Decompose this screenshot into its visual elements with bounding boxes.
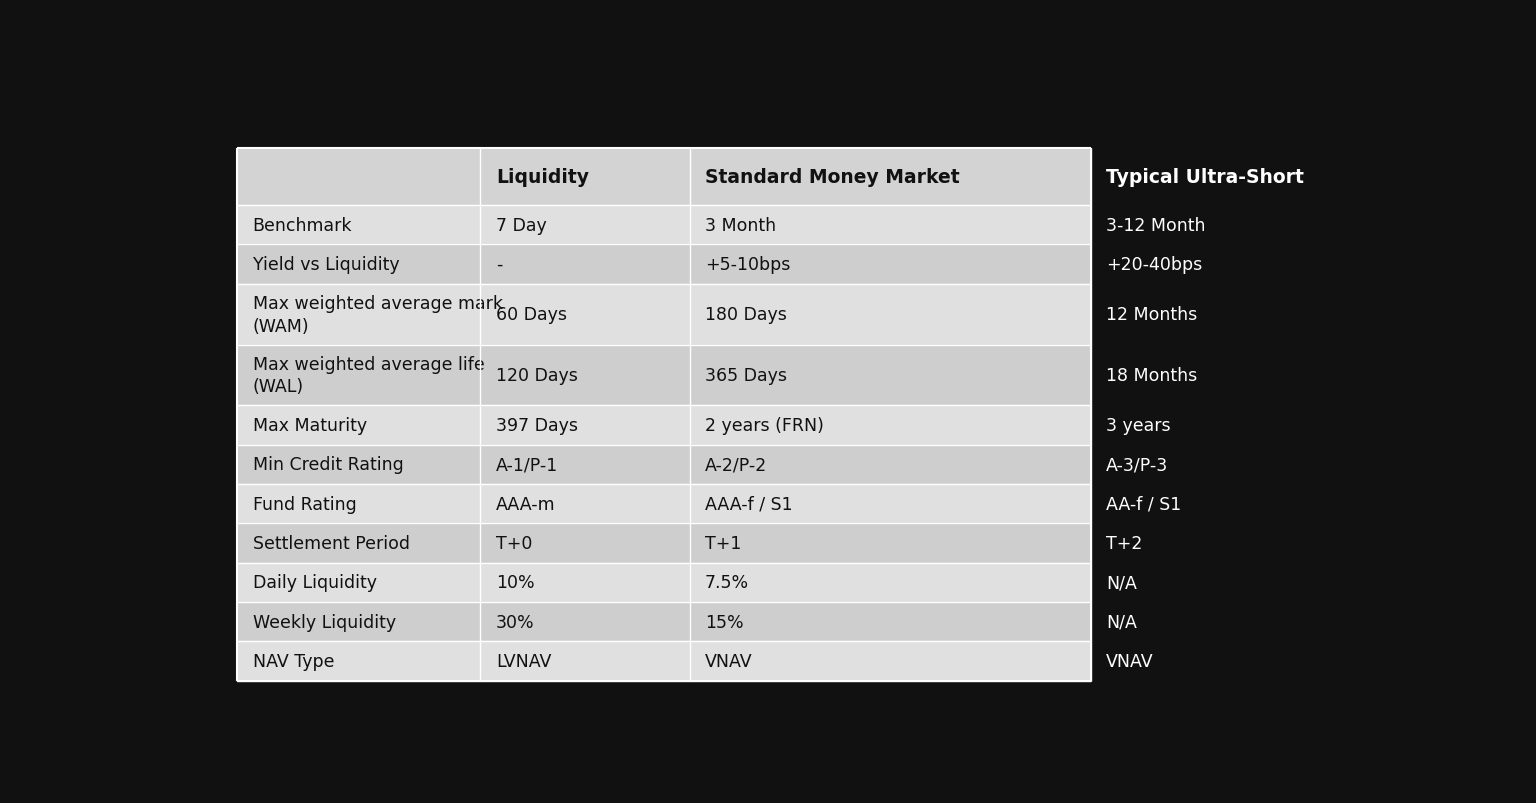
Bar (690, 445, 1091, 484)
Text: A-1/P-1: A-1/P-1 (496, 456, 558, 474)
Text: AA-f / S1: AA-f / S1 (1106, 495, 1181, 513)
Text: 180 Days: 180 Days (705, 306, 786, 324)
Text: Typical Ultra-Short: Typical Ultra-Short (1106, 168, 1304, 187)
Text: Max weighted average mark
(WAM): Max weighted average mark (WAM) (253, 294, 502, 335)
Bar (690, 406, 1091, 445)
Bar (481, 206, 690, 245)
Bar (237, 563, 481, 602)
Text: 2 years (FRN): 2 years (FRN) (705, 417, 823, 434)
Text: 10%: 10% (496, 573, 535, 592)
Bar (237, 602, 481, 642)
Bar (237, 345, 481, 406)
Bar (481, 524, 690, 563)
Text: Benchmark: Benchmark (253, 217, 352, 234)
Text: 3 years: 3 years (1106, 417, 1170, 434)
Text: +5-10bps: +5-10bps (705, 255, 791, 274)
Bar (690, 642, 1091, 681)
Text: T+0: T+0 (496, 534, 533, 552)
Text: Yield vs Liquidity: Yield vs Liquidity (253, 255, 399, 274)
Text: Min Credit Rating: Min Credit Rating (253, 456, 404, 474)
Bar (481, 284, 690, 345)
Bar (690, 484, 1091, 524)
Bar (237, 245, 481, 284)
Bar (481, 563, 690, 602)
Text: VNAV: VNAV (1106, 652, 1154, 670)
Text: 60 Days: 60 Days (496, 306, 567, 324)
Bar (690, 602, 1091, 642)
Text: AAA-m: AAA-m (496, 495, 556, 513)
Text: 3 Month: 3 Month (705, 217, 776, 234)
Bar (690, 149, 1091, 206)
Bar (690, 524, 1091, 563)
Text: Standard Money Market: Standard Money Market (705, 168, 960, 187)
Bar (237, 484, 481, 524)
Text: Settlement Period: Settlement Period (253, 534, 410, 552)
Bar (481, 642, 690, 681)
Text: LVNAV: LVNAV (496, 652, 551, 670)
Text: 7.5%: 7.5% (705, 573, 750, 592)
Text: Daily Liquidity: Daily Liquidity (253, 573, 376, 592)
Text: A-2/P-2: A-2/P-2 (705, 456, 768, 474)
Bar (481, 445, 690, 484)
Text: 12 Months: 12 Months (1106, 306, 1198, 324)
Text: NAV Type: NAV Type (253, 652, 335, 670)
Bar (237, 149, 481, 206)
Text: Liquidity: Liquidity (496, 168, 588, 187)
Text: Max weighted average life
(WAL): Max weighted average life (WAL) (253, 355, 484, 396)
Text: 30%: 30% (496, 613, 535, 631)
Bar (481, 602, 690, 642)
Text: +20-40bps: +20-40bps (1106, 255, 1203, 274)
Text: N/A: N/A (1106, 613, 1137, 631)
Text: 18 Months: 18 Months (1106, 366, 1198, 385)
Bar (237, 642, 481, 681)
Bar (237, 284, 481, 345)
Bar (481, 149, 690, 206)
Bar (690, 284, 1091, 345)
Text: 365 Days: 365 Days (705, 366, 786, 385)
Text: 7 Day: 7 Day (496, 217, 547, 234)
Bar (690, 206, 1091, 245)
Text: T+1: T+1 (705, 534, 742, 552)
Bar (481, 245, 690, 284)
Text: A-3/P-3: A-3/P-3 (1106, 456, 1169, 474)
Text: -: - (496, 255, 502, 274)
Text: T+2: T+2 (1106, 534, 1143, 552)
Bar (690, 245, 1091, 284)
Bar (237, 406, 481, 445)
Bar (237, 445, 481, 484)
Text: Fund Rating: Fund Rating (253, 495, 356, 513)
Bar (690, 563, 1091, 602)
Bar (237, 206, 481, 245)
Bar (481, 345, 690, 406)
Text: AAA-f / S1: AAA-f / S1 (705, 495, 793, 513)
Text: 120 Days: 120 Days (496, 366, 578, 385)
Text: 3-12 Month: 3-12 Month (1106, 217, 1206, 234)
Text: N/A: N/A (1106, 573, 1137, 592)
Text: Max Maturity: Max Maturity (253, 417, 367, 434)
Bar (481, 484, 690, 524)
Text: Weekly Liquidity: Weekly Liquidity (253, 613, 396, 631)
Bar (481, 406, 690, 445)
Bar (690, 345, 1091, 406)
Text: 15%: 15% (705, 613, 743, 631)
Text: VNAV: VNAV (705, 652, 753, 670)
Bar (237, 524, 481, 563)
Text: 397 Days: 397 Days (496, 417, 578, 434)
